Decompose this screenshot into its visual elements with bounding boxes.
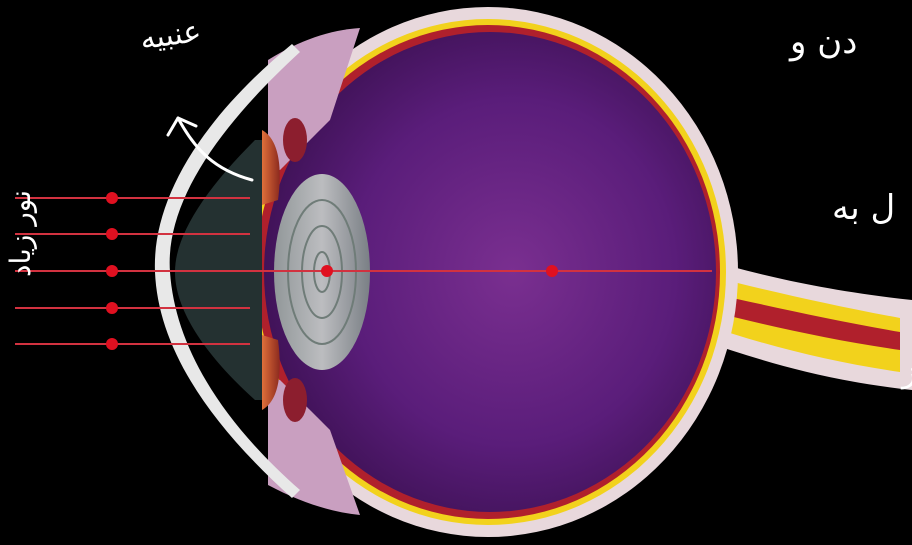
incoming-light-label: نور زیاد <box>4 190 37 277</box>
ray-marker <box>106 302 118 314</box>
iris-lower <box>262 335 280 410</box>
ray-marker <box>546 265 558 277</box>
ciliary-body-upper <box>283 118 307 162</box>
arrow-up-icon <box>166 116 254 182</box>
light-rays <box>15 197 712 345</box>
handwritten-note: ز <box>902 355 912 390</box>
ray-marker <box>106 265 118 277</box>
ray-markers <box>106 192 558 350</box>
ray-marker <box>106 338 118 350</box>
ray-marker <box>106 228 118 240</box>
ray-marker <box>106 192 118 204</box>
cornea <box>154 44 300 498</box>
ciliary-body-lower <box>283 378 307 422</box>
ray-marker <box>321 265 333 277</box>
optic-nerve-vessel <box>705 292 900 350</box>
handwritten-note: ل به <box>832 188 896 228</box>
iris-upper <box>262 130 280 205</box>
handwritten-note: دن و <box>790 22 858 62</box>
